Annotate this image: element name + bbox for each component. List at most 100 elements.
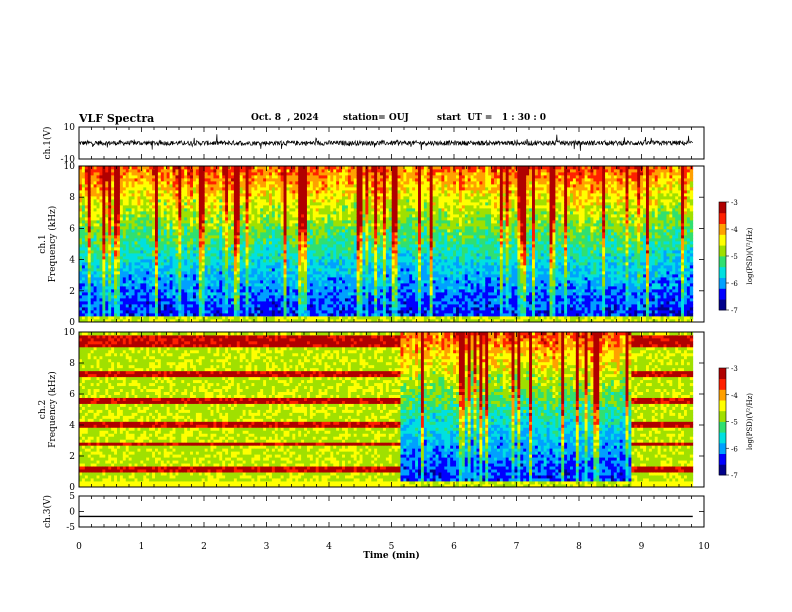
spectrogram-cell: [339, 172, 342, 175]
spectrogram-cell: [316, 256, 319, 259]
spectrogram-cell: [164, 304, 167, 307]
spectrogram-cell: [108, 253, 111, 256]
spectrogram-cell: [91, 289, 94, 292]
spectrogram-cell: [82, 271, 85, 274]
spectrogram-cell: [257, 187, 260, 190]
spectrogram-cell: [164, 244, 167, 247]
spectrogram-cell: [129, 190, 132, 193]
spectrogram-cell: [135, 250, 138, 253]
spectrogram-cell: [313, 187, 316, 190]
spectrogram-cell: [181, 250, 184, 253]
spectrogram-cell: [336, 310, 339, 313]
spectrogram-cell: [292, 268, 295, 271]
spectrogram-cell: [281, 166, 284, 169]
spectrogram-cell: [243, 211, 246, 214]
spectrogram-cell: [208, 286, 211, 289]
spectrogram-cell: [170, 169, 173, 172]
spectrogram-cell: [85, 259, 88, 262]
spectrogram-cell: [339, 289, 342, 292]
spectrogram-cell: [225, 172, 228, 175]
spectrogram-cell: [225, 223, 228, 226]
spectrogram-cell: [275, 205, 278, 208]
spectrogram-cell: [161, 247, 164, 250]
spectrogram-cell: [319, 229, 322, 232]
spectrogram-cell: [202, 232, 205, 235]
spectrogram-cell: [266, 250, 269, 253]
spectrogram-cell: [211, 304, 214, 307]
spectrogram-cell: [313, 232, 316, 235]
spectrogram-cell: [120, 271, 123, 274]
spectrogram-cell: [208, 316, 211, 319]
spectrogram-cell: [281, 301, 284, 304]
spectrogram-cell: [108, 262, 111, 265]
spectrogram-cell: [240, 238, 243, 241]
spectrogram-cell: [173, 232, 176, 235]
spectrogram-cell: [173, 271, 176, 274]
spectrogram-cell: [345, 196, 348, 199]
spectrogram-cell: [333, 316, 336, 319]
spectrogram-cell: [342, 217, 345, 220]
spectrogram-cell: [287, 184, 290, 187]
spectrogram-cell: [126, 208, 129, 211]
spectrogram-cell: [149, 262, 152, 265]
spectrogram-cell: [120, 286, 123, 289]
spectrogram-cell: [313, 271, 316, 274]
spectrogram-cell: [199, 196, 202, 199]
spectrogram-cell: [94, 187, 97, 190]
spectrogram-cell: [319, 211, 322, 214]
spectrogram-cell: [304, 178, 307, 181]
spectrogram-cell: [339, 175, 342, 178]
spectrogram-cell: [105, 238, 108, 241]
spectrogram-cell: [178, 181, 181, 184]
spectrogram-cell: [292, 277, 295, 280]
spectrogram-cell: [263, 205, 266, 208]
spectrogram-cell: [278, 181, 281, 184]
spectrogram-cell: [155, 196, 158, 199]
spectrogram-cell: [269, 247, 272, 250]
spectrogram-cell: [111, 202, 114, 205]
spectrogram-cell: [275, 268, 278, 271]
spectrogram-cell: [123, 229, 126, 232]
spectrogram-cell: [85, 256, 88, 259]
spectrogram-cell: [85, 166, 88, 169]
spectrogram-cell: [254, 256, 257, 259]
spectrogram-cell: [137, 313, 140, 316]
spectrogram-cell: [336, 244, 339, 247]
spectrogram-cell: [88, 229, 91, 232]
spectrogram-cell: [181, 235, 184, 238]
spectrogram-cell: [149, 241, 152, 244]
spectrogram-cell: [146, 253, 149, 256]
spectrogram-cell: [91, 211, 94, 214]
spectrogram-cell: [325, 226, 328, 229]
spectrogram-cell: [289, 277, 292, 280]
spectrogram-cell: [310, 301, 313, 304]
spectrogram-cell: [287, 277, 290, 280]
spectrogram-cell: [310, 247, 313, 250]
spectrogram-cell: [310, 313, 313, 316]
spectrogram-cell: [269, 283, 272, 286]
spectrogram-cell: [108, 241, 111, 244]
spectrogram-cell: [178, 238, 181, 241]
spectrogram-cell: [225, 217, 228, 220]
spectrogram-cell: [129, 259, 132, 262]
spectrogram-cell: [94, 226, 97, 229]
spectrogram-cell: [91, 229, 94, 232]
spectrogram-cell: [88, 187, 91, 190]
spectrogram-cell: [102, 220, 105, 223]
spectrogram-cell: [336, 268, 339, 271]
spectrogram-cell: [243, 283, 246, 286]
spectrogram-cell: [289, 271, 292, 274]
spectrogram-cell: [330, 190, 333, 193]
spectrogram-cell: [88, 178, 91, 181]
spectrogram-cell: [348, 301, 351, 304]
spectrogram-cell: [275, 232, 278, 235]
spectrogram-cell: [339, 253, 342, 256]
spectrogram-cell: [143, 232, 146, 235]
spectrogram-cell: [205, 229, 208, 232]
spectrogram-cell: [216, 250, 219, 253]
spectrogram-cell: [266, 217, 269, 220]
spectrogram-cell: [231, 217, 234, 220]
spectrogram-cell: [129, 226, 132, 229]
spectrogram-cell: [292, 271, 295, 274]
spectrogram-cell: [289, 229, 292, 232]
